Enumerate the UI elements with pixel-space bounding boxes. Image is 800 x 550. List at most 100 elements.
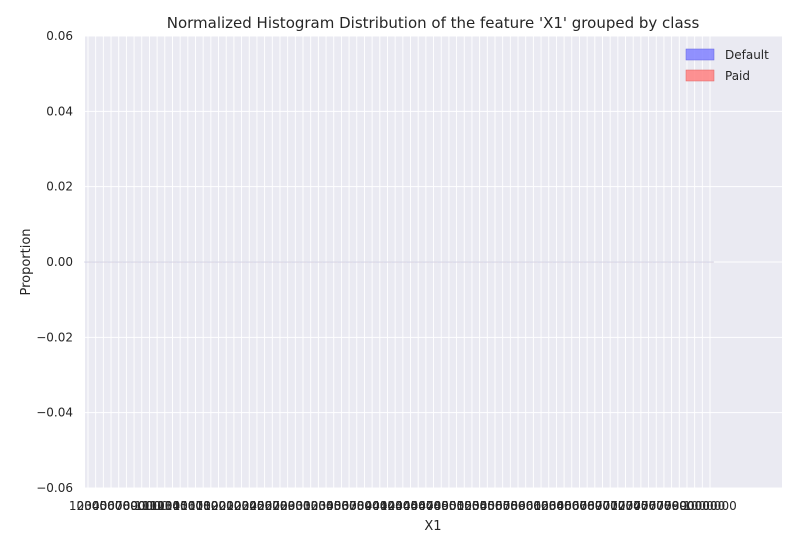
x-tick-label: 40000 (92, 499, 130, 513)
x-tick-label: 230000 (234, 499, 280, 513)
x-tick-label: 70000 (115, 499, 153, 513)
x-axis-title: X1 (424, 519, 441, 534)
x-tick-label: 290000 (280, 499, 326, 513)
x-tick-label: 120000 (150, 499, 196, 513)
y-tick-label: 0.00 (46, 255, 73, 269)
legend-label-paid: Paid (725, 69, 750, 83)
x-tick-label: 510000 (449, 499, 495, 513)
x-tick-label: 680000 (580, 499, 626, 513)
legend-label-default: Default (725, 48, 769, 62)
y-tick-label: −0.02 (36, 330, 73, 344)
x-tick-label: 650000 (557, 499, 603, 513)
y-tick-label: 0.06 (46, 29, 73, 43)
x-tick-label: 180000 (196, 499, 242, 513)
x-tick-label: 150000 (173, 499, 219, 513)
x-tick-label: 350000 (326, 499, 372, 513)
x-tick-label: 280000 (272, 499, 318, 513)
x-tick-label: 530000 (464, 499, 510, 513)
x-tick-label: 220000 (226, 499, 272, 513)
x-tick-label: 90000 (130, 499, 168, 513)
legend-swatch-paid (685, 69, 715, 82)
x-tick-label: 1000000 (683, 499, 736, 513)
y-tick-label: 0.04 (46, 104, 73, 118)
x-tick-label: 170000 (188, 499, 234, 513)
x-tick-label: 740000 (626, 499, 672, 513)
x-tick-label: 900000 (679, 499, 725, 513)
x-tick-label: 300000 (288, 499, 334, 513)
y-tick-label: −0.04 (36, 406, 73, 420)
x-tick-label: 770000 (649, 499, 695, 513)
x-tick-label: 360000 (334, 499, 380, 513)
x-tick-label: 620000 (534, 499, 580, 513)
x-tick-label: 270000 (265, 499, 311, 513)
x-tick-label: 610000 (526, 499, 572, 513)
x-tick-label: 570000 (495, 499, 541, 513)
y-tick-label: 0.02 (46, 180, 73, 194)
x-tick-label: 490000 (434, 499, 480, 513)
x-tick-label: 560000 (487, 499, 533, 513)
x-tick-label: 430000 (388, 499, 434, 513)
legend-swatch-default (685, 48, 715, 61)
y-axis-title: Proportion (19, 228, 34, 295)
x-tick-label: 440000 (395, 499, 441, 513)
x-tick-label: 10000 (69, 499, 107, 513)
x-tick-label: 550000 (480, 499, 526, 513)
x-tick-label: 760000 (641, 499, 687, 513)
x-tick-label: 480000 (426, 499, 472, 513)
chart-title: Normalized Histogram Distribution of the… (167, 14, 700, 32)
x-tick-label: 470000 (418, 499, 464, 513)
x-tick-label: 340000 (319, 499, 365, 513)
y-axis-ticks: 0.06 0.04 0.02 0.00 −0.02 −0.04 −0.06 (36, 29, 73, 495)
x-tick-label: 700000 (595, 499, 641, 513)
x-tick-label: 190000 (203, 499, 249, 513)
x-tick-label: 660000 (564, 499, 610, 513)
x-tick-label: 630000 (541, 499, 587, 513)
x-tick-label: 720000 (610, 499, 656, 513)
x-tick-label: 670000 (572, 499, 618, 513)
x-tick-label: 460000 (411, 499, 457, 513)
x-tick-label: 240000 (242, 499, 288, 513)
x-tick-label: 330000 (311, 499, 357, 513)
x-tick-label: 130000 (157, 499, 203, 513)
x-tick-label: 60000 (107, 499, 145, 513)
x-tick-label: 450000 (403, 499, 449, 513)
x-tick-label: 160000 (180, 499, 226, 513)
x-tick-label: 20000 (77, 499, 115, 513)
x-tick-label: 260000 (257, 499, 303, 513)
x-tick-label: 590000 (510, 499, 556, 513)
x-tick-label: 320000 (303, 499, 349, 513)
x-tick-label: 30000 (84, 499, 122, 513)
x-tick-label: 580000 (503, 499, 549, 513)
x-tick-label: 420000 (380, 499, 426, 513)
x-tick-label: 400000 (365, 499, 411, 513)
x-tick-label: 540000 (472, 499, 518, 513)
x-tick-label: 380000 (349, 499, 395, 513)
x-tick-label: 110000 (142, 499, 188, 513)
x-tick-label: 200000 (211, 499, 257, 513)
x-tick-label: 710000 (603, 499, 649, 513)
x-tick-label: 730000 (618, 499, 664, 513)
x-tick-label: 80000 (123, 499, 161, 513)
x-tick-label: 390000 (357, 499, 403, 513)
x-tick-label: 690000 (587, 499, 633, 513)
x-tick-label: 750000 (633, 499, 679, 513)
x-tick-label: 640000 (549, 499, 595, 513)
x-tick-label: 780000 (656, 499, 702, 513)
x-tick-label: 800000 (672, 499, 718, 513)
bars-group (84, 261, 714, 263)
x-tick-label: 790000 (664, 499, 710, 513)
x-tick-label: 410000 (372, 499, 418, 513)
x-tick-label: 520000 (457, 499, 503, 513)
x-tick-label: 140000 (165, 499, 211, 513)
x-axis-ticks: 1000020000300004000050000600007000080000… (69, 499, 737, 513)
x-tick-label: 370000 (342, 499, 388, 513)
legend: Default Paid (685, 48, 769, 83)
x-tick-label: 50000 (100, 499, 138, 513)
x-tick-label: 600000 (518, 499, 564, 513)
x-tick-label: 310000 (295, 499, 341, 513)
x-tick-label: 100000 (134, 499, 180, 513)
y-tick-label: −0.06 (36, 481, 73, 495)
x-tick-label: 210000 (219, 499, 265, 513)
x-tick-label: 500000 (441, 499, 487, 513)
